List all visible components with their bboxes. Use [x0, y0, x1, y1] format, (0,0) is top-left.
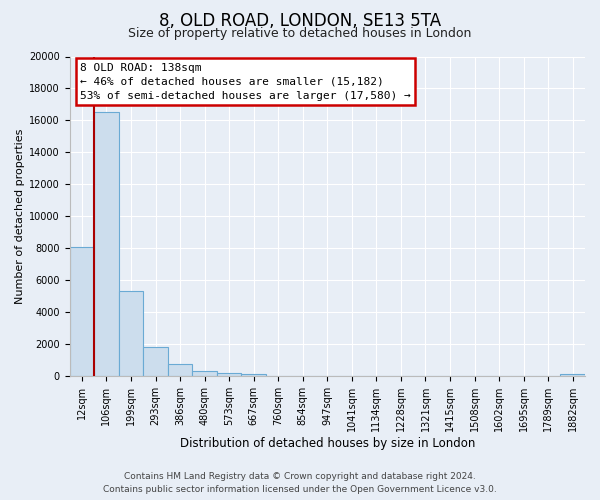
Bar — [143, 348, 168, 376]
Bar — [119, 292, 143, 376]
Bar — [193, 372, 217, 376]
Bar — [560, 374, 585, 376]
Bar — [70, 246, 94, 376]
Bar — [94, 112, 119, 376]
Bar — [217, 373, 241, 376]
Text: 8, OLD ROAD, LONDON, SE13 5TA: 8, OLD ROAD, LONDON, SE13 5TA — [159, 12, 441, 30]
X-axis label: Distribution of detached houses by size in London: Distribution of detached houses by size … — [179, 437, 475, 450]
Bar — [241, 374, 266, 376]
Text: Size of property relative to detached houses in London: Size of property relative to detached ho… — [128, 28, 472, 40]
Bar — [168, 364, 193, 376]
Y-axis label: Number of detached properties: Number of detached properties — [15, 128, 25, 304]
Text: Contains HM Land Registry data © Crown copyright and database right 2024.
Contai: Contains HM Land Registry data © Crown c… — [103, 472, 497, 494]
Text: 8 OLD ROAD: 138sqm
← 46% of detached houses are smaller (15,182)
53% of semi-det: 8 OLD ROAD: 138sqm ← 46% of detached hou… — [80, 63, 410, 101]
